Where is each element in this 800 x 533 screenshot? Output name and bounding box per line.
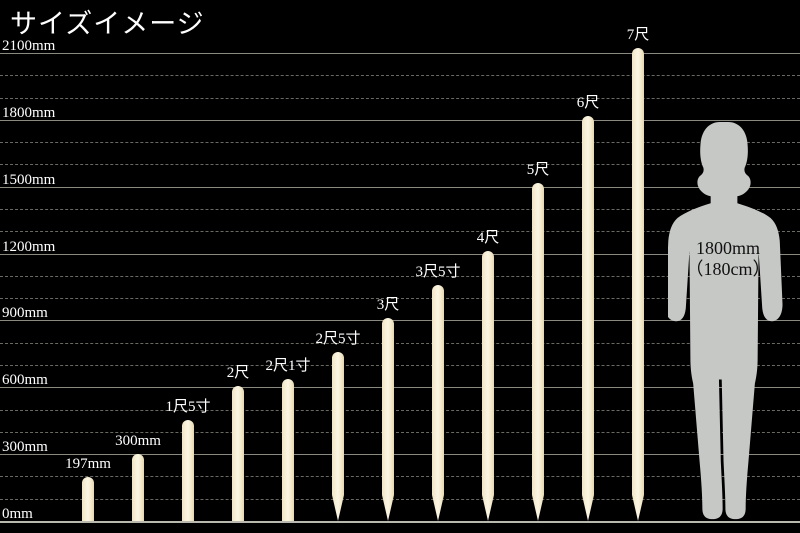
stake-point: [382, 494, 394, 521]
gridline-major: [0, 253, 800, 255]
stake-point: [332, 494, 344, 521]
stake-point: [582, 494, 594, 521]
stake-bar: [282, 379, 294, 521]
stake-value-label: 3尺: [376, 297, 400, 314]
stake-shaft: [182, 419, 194, 521]
stake-point: [482, 494, 494, 521]
stake-bar: [432, 284, 444, 521]
stake-shaft: [282, 379, 294, 521]
page-title: サイズイメージ: [10, 9, 205, 39]
stake-bar: [532, 183, 544, 521]
stake-shaft: [482, 250, 494, 495]
gridline-minor: [0, 164, 800, 166]
stake-shaft: [332, 352, 344, 495]
gridline-major: [0, 186, 800, 188]
gridline-minor: [0, 342, 800, 344]
y-axis-tick-label: 1800mm: [2, 104, 56, 121]
stake-bar: [632, 48, 644, 521]
gridline-minor: [0, 75, 800, 77]
stake-point: [532, 494, 544, 521]
stake-value-label: 197mm: [65, 456, 111, 473]
stake-point: [632, 494, 644, 521]
gridline-minor: [0, 476, 800, 478]
y-axis-tick-label: 900mm: [2, 305, 48, 322]
stake-value-label: 3尺5寸: [415, 263, 461, 280]
stake-shaft: [82, 477, 94, 521]
y-axis-tick-label: 300mm: [2, 439, 48, 456]
gridline-minor: [0, 97, 800, 99]
y-axis-tick-label: 600mm: [2, 372, 48, 389]
gridline-major: [0, 320, 800, 322]
stake-value-label: 2尺5寸: [315, 331, 361, 348]
stake-value-label: 5尺: [526, 162, 550, 179]
stake-bar: [132, 454, 144, 521]
stake-value-label: 7尺: [626, 27, 650, 44]
gridline-minor: [0, 365, 800, 366]
gridline-minor: [0, 231, 800, 233]
gridline-minor: [0, 209, 800, 210]
stake-value-label: 1尺5寸: [165, 398, 211, 415]
stake-shaft: [632, 48, 644, 495]
person-height-label: 1800mm （180cm）: [668, 238, 788, 279]
stake-bar: [482, 250, 494, 521]
stake-bar: [332, 352, 344, 521]
stake-shaft: [432, 284, 444, 495]
stake-bar: [232, 385, 244, 521]
stake-value-label: 300mm: [115, 433, 161, 450]
gridline-minor: [0, 275, 800, 277]
gridline-minor: [0, 498, 800, 500]
person-height-cm: （180cm）: [685, 258, 771, 279]
gridline-minor: [0, 431, 800, 433]
gridline-major: [0, 53, 800, 54]
gridline-minor: [0, 409, 800, 411]
stake-point: [432, 494, 444, 521]
gridline-major: [0, 387, 800, 389]
stake-value-label: 2尺1寸: [265, 358, 311, 375]
stake-shaft: [532, 183, 544, 495]
axis-baseline: [0, 521, 800, 523]
person-height-mm: 1800mm: [695, 238, 760, 259]
y-axis-tick-label: 1200mm: [2, 238, 56, 255]
stake-bar: [382, 318, 394, 521]
gridline-minor: [0, 298, 800, 300]
gridline-major: [0, 119, 800, 121]
y-axis-tick-label: 2100mm: [2, 38, 56, 54]
stake-shaft: [132, 454, 144, 521]
stake-bar: [82, 477, 94, 521]
stake-value-label: 2尺: [226, 364, 250, 381]
person-silhouette: 1800mm （180cm）: [668, 120, 788, 521]
stake-shaft: [232, 385, 244, 521]
stake-shaft: [382, 318, 394, 495]
stake-bar: [182, 419, 194, 521]
stake-shaft: [582, 115, 594, 495]
gridline-minor: [0, 142, 800, 144]
person-icon: [668, 121, 783, 520]
stake-value-label: 6尺: [576, 94, 600, 111]
y-axis-tick-label: 0mm: [2, 506, 33, 522]
gridline-major: [0, 454, 800, 456]
stake-value-label: 4尺: [476, 229, 500, 246]
stake-bar: [582, 115, 594, 521]
y-axis-tick-label: 1500mm: [2, 171, 56, 188]
